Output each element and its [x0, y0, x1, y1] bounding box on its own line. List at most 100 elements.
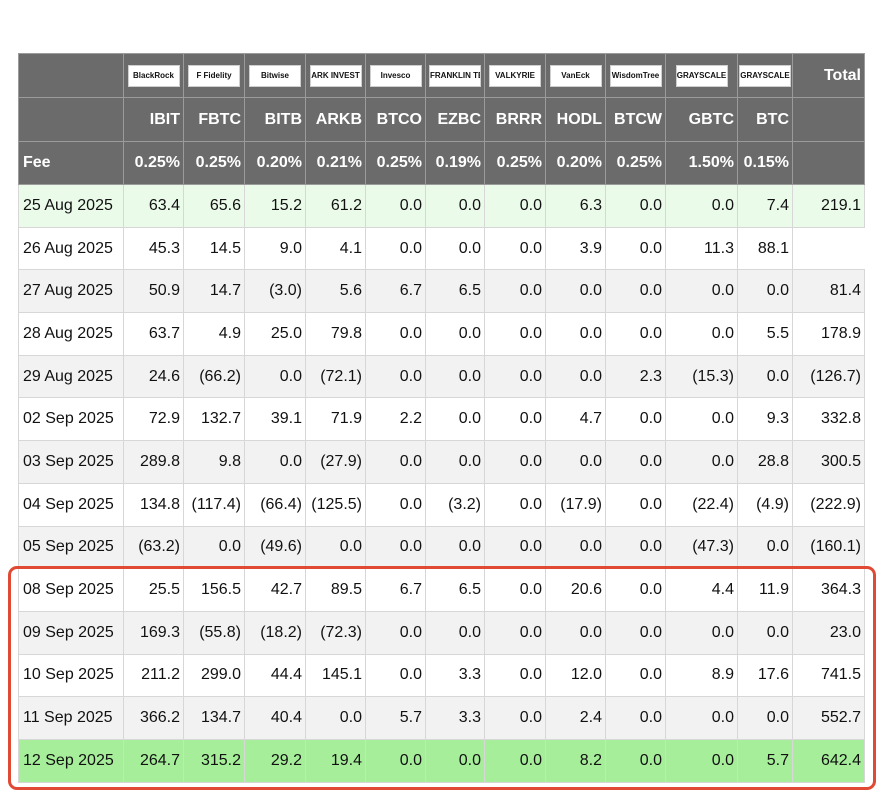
total-cell: 552.7: [792, 696, 865, 740]
ticker-header: BITB: [244, 97, 306, 142]
flow-cell: 61.2: [305, 184, 366, 228]
flow-cell: 0.0: [605, 184, 666, 228]
flow-cell: 299.0: [183, 653, 245, 698]
flow-cell: 0.0: [183, 525, 245, 570]
flow-cell: 79.8: [305, 312, 366, 356]
table-row: 26 Aug 2025 45.3 14.5 9.0 4.1 0.0 0.0 0.0 3.9 0.0…: [18, 226, 865, 271]
flow-cell: 0.0: [484, 226, 546, 271]
grayscale-logo-gbtc: GRAYSCALE: [675, 64, 728, 87]
table-row: 27 Aug 2025 50.9 14.7 (3.0) 5.6 6.7 6.5 0.0 0.0 0…: [18, 269, 865, 314]
flow-cell: 315.2: [183, 738, 245, 783]
flow-cell: 0.0: [605, 610, 666, 655]
ticker-header: IBIT: [123, 97, 184, 142]
flow-cell: 25.0: [244, 312, 306, 356]
flow-cell: 0.0: [365, 184, 426, 228]
flow-cell: 0.0: [545, 269, 606, 314]
ticker-header: BTCW: [605, 97, 666, 142]
flow-cell: 0.0: [737, 354, 793, 399]
total-cell: 178.9: [792, 312, 865, 356]
flow-cell: 0.0: [484, 738, 546, 783]
flow-cell: 0.0: [545, 354, 606, 399]
flow-cell: 0.0: [605, 738, 666, 783]
flow-cell: 0.0: [484, 653, 546, 698]
total-cell: 741.5: [792, 653, 865, 698]
flow-cell: 6.7: [365, 568, 426, 612]
table-row: 04 Sep 2025 134.8 (117.4) (66.4) (125.5) 0.0(…: [18, 482, 865, 527]
flow-cell: (117.4): [183, 482, 245, 527]
flow-cell: 2.2: [365, 397, 426, 442]
flow-cell: 134.8: [123, 482, 184, 527]
bitwise-logo: Bitwise: [249, 64, 301, 87]
flow-cell: 0.0: [605, 269, 666, 314]
flow-cell: 156.5: [183, 568, 245, 612]
logo-cell: Bitwise: [244, 53, 306, 98]
flow-cell: (27.9): [305, 440, 366, 484]
flow-cell: (3.2): [425, 482, 485, 527]
ticker-header: GBTC: [665, 97, 738, 142]
ticker-header: EZBC: [425, 97, 485, 142]
date-cell: 08 Sep 2025: [18, 568, 124, 612]
fee-cell: 0.19%: [425, 141, 485, 185]
flow-cell: 0.0: [605, 482, 666, 527]
flow-cell: 0.0: [365, 440, 426, 484]
ticker-header-row: IBIT FBTC BITB ARKB BTCO EZBC BRRR HODL BTCW GBTC…: [18, 97, 865, 142]
total-cell: (222.9): [792, 482, 865, 527]
flow-cell: 0.0: [665, 738, 738, 783]
flow-cell: 0.0: [365, 653, 426, 698]
flow-cell: 45.3: [123, 226, 184, 271]
flow-cell: 6.5: [425, 269, 485, 314]
flow-cell: (125.5): [305, 482, 366, 527]
flow-cell: 42.7: [244, 568, 306, 612]
fee-cell: 0.25%: [183, 141, 245, 185]
flow-cell: 7.4: [737, 184, 793, 228]
total-cell: 219.1: [792, 184, 865, 228]
flow-cell: 2.3: [605, 354, 666, 399]
date-cell: 26 Aug 2025: [18, 226, 124, 271]
flow-cell: (66.4): [244, 482, 306, 527]
flow-cell: 0.0: [425, 525, 485, 570]
table-row: 09 Sep 2025 169.3 (55.8) (18.2) (72.3) 0.0 0.0…: [18, 610, 865, 655]
logo-cell: WisdomTree: [605, 53, 666, 98]
flow-cell: 0.0: [665, 397, 738, 442]
flow-cell: 0.0: [484, 525, 546, 570]
date-cell: 29 Aug 2025: [18, 354, 124, 399]
grayscale-logo-btc: GRAYSCALE: [739, 64, 791, 87]
fee-cell: 0.20%: [545, 141, 606, 185]
corner-cell: [18, 53, 124, 98]
date-cell: 27 Aug 2025: [18, 269, 124, 314]
fee-cell: 0.15%: [737, 141, 793, 185]
total-cell: 88.1: [737, 226, 793, 271]
flow-cell: 0.0: [605, 397, 666, 442]
flow-cell: 0.0: [365, 738, 426, 783]
flow-cell: 0.0: [365, 482, 426, 527]
flow-cell: 0.0: [244, 440, 306, 484]
flow-cell: 0.0: [365, 525, 426, 570]
flow-cell: 9.8: [183, 440, 245, 484]
valkyrie-logo: VALKYRIE: [489, 64, 541, 87]
flow-cell: 17.6: [737, 653, 793, 698]
logo-cell: Invesco: [365, 53, 426, 98]
logo-header-row: BlackRock F Fidelity Bitwise ARK INVEST Inve…: [18, 53, 865, 98]
flow-cell: 134.7: [183, 696, 245, 740]
invesco-logo: Invesco: [369, 64, 422, 87]
flow-cell: 0.0: [665, 184, 738, 228]
flow-cell: 71.9: [305, 397, 366, 442]
flow-cell: 0.0: [484, 312, 546, 356]
vaneck-logo: VanEck: [549, 64, 602, 87]
logo-cell: GRAYSCALE: [737, 53, 793, 98]
flow-cell: (17.9): [545, 482, 606, 527]
flow-cell: 9.3: [737, 397, 793, 442]
fee-cell: 0.25%: [365, 141, 426, 185]
flow-cell: 145.1: [305, 653, 366, 698]
flow-cell: 0.0: [484, 568, 546, 612]
flow-cell: 50.9: [123, 269, 184, 314]
flow-cell: 0.0: [484, 696, 546, 740]
flow-cell: 25.5: [123, 568, 184, 612]
flow-cell: 0.0: [425, 354, 485, 399]
flow-cell: 0.0: [484, 184, 546, 228]
flow-cell: 5.6: [305, 269, 366, 314]
flow-cell: 15.2: [244, 184, 306, 228]
flow-cell: 0.0: [425, 312, 485, 356]
date-cell: 04 Sep 2025: [18, 482, 124, 527]
logo-cell: F Fidelity: [183, 53, 245, 98]
